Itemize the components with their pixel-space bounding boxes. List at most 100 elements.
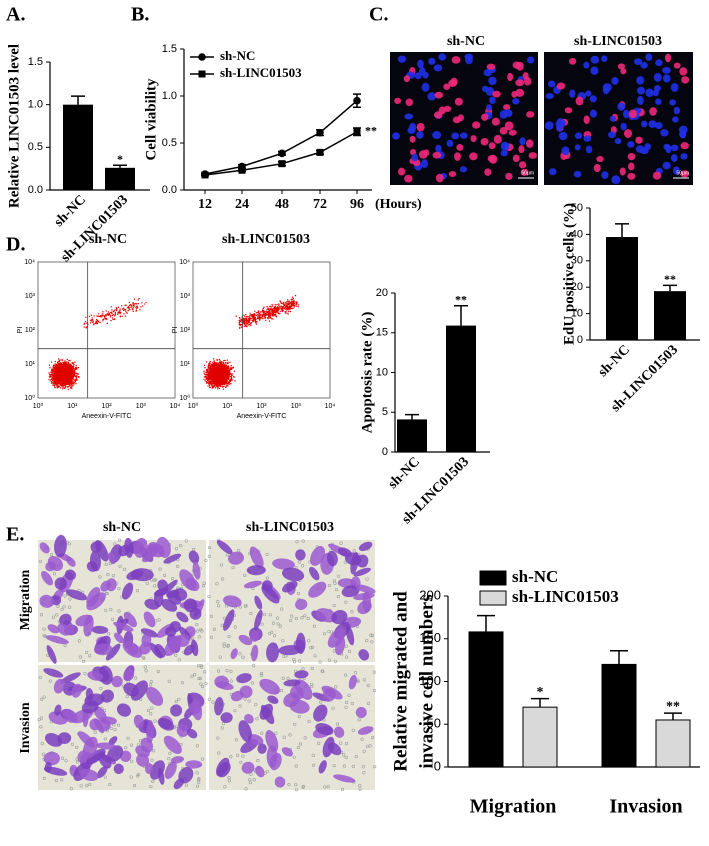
cell-nucleus [423,149,429,156]
event [72,385,73,386]
cell-nucleus [611,175,620,184]
cell-nucleus [481,138,489,145]
event [59,380,60,381]
event [51,370,52,371]
event [63,379,64,380]
event [134,305,135,306]
event [128,306,129,307]
cell-nucleus [627,141,634,148]
cell-nucleus [663,162,671,170]
event [230,381,231,382]
event [230,379,231,380]
flow-x-tick-label: 10³ [136,403,147,410]
event [110,316,111,317]
image-column-label: sh-LINC01503 [222,232,310,247]
event [71,387,72,388]
event [227,379,228,380]
event [225,362,226,363]
image-column-label: sh-LINC01503 [574,34,662,49]
event [49,365,50,366]
cell-nucleus [416,131,423,139]
cell-nucleus [507,73,513,81]
cell-nucleus [680,153,687,160]
cell-nucleus [555,121,564,128]
event [73,365,74,366]
event [105,314,106,315]
event [75,383,76,384]
event [66,364,67,365]
event [62,387,63,388]
event [71,368,72,369]
event [93,324,94,325]
event [212,362,213,363]
cell-nucleus [460,166,467,172]
cell-nucleus [635,137,642,144]
event [119,310,120,311]
event [231,379,232,380]
event [57,377,58,378]
cell-nucleus [428,58,435,65]
cell-nucleus [447,140,454,147]
event [56,369,57,370]
cell-nucleus [654,85,661,91]
event [133,307,134,308]
event [116,307,117,308]
cell-nucleus [484,69,492,76]
event [64,365,65,366]
event [66,380,67,381]
flow-y-label: PI [17,327,24,334]
cell-nucleus [681,76,689,84]
cell-nucleus [438,53,446,60]
event [61,373,62,374]
event [89,316,90,317]
event [67,377,68,378]
event [234,380,235,381]
cell-nucleus [458,114,464,121]
event [51,372,52,373]
event [122,316,123,317]
event [121,305,122,306]
cell-nucleus [653,172,662,180]
cell-nucleus [663,74,671,82]
event [229,361,230,362]
event [75,379,76,380]
cell-nucleus [509,130,517,136]
event [136,308,137,309]
cell-nucleus [452,56,461,64]
cell-nucleus [569,58,576,65]
event [53,370,54,371]
cell-nucleus [636,76,644,85]
cell [257,743,266,754]
event [130,307,131,308]
event [64,373,65,374]
event [207,385,208,386]
cell-nucleus [637,87,645,95]
event [55,363,56,364]
flow-x-tick-label: 10⁰ [33,402,44,410]
cell-nucleus [645,88,653,97]
event [53,367,54,368]
event [90,320,91,321]
event [76,375,77,376]
event [68,373,69,374]
event [68,365,69,366]
event [104,316,105,317]
cell-nucleus [649,107,657,116]
cell-nucleus [594,164,601,172]
event [98,321,99,322]
event [111,311,112,312]
event [70,381,71,382]
cell-nucleus [427,92,436,100]
event [92,322,93,323]
event [125,315,126,316]
cell-nucleus [575,132,582,139]
event [107,313,108,314]
scale-bar-label: 50μm [676,170,689,176]
cell-nucleus [486,104,492,110]
event [92,321,93,322]
event [110,320,111,321]
event [66,375,67,376]
event [74,368,75,369]
event [206,361,207,362]
event [113,310,114,311]
